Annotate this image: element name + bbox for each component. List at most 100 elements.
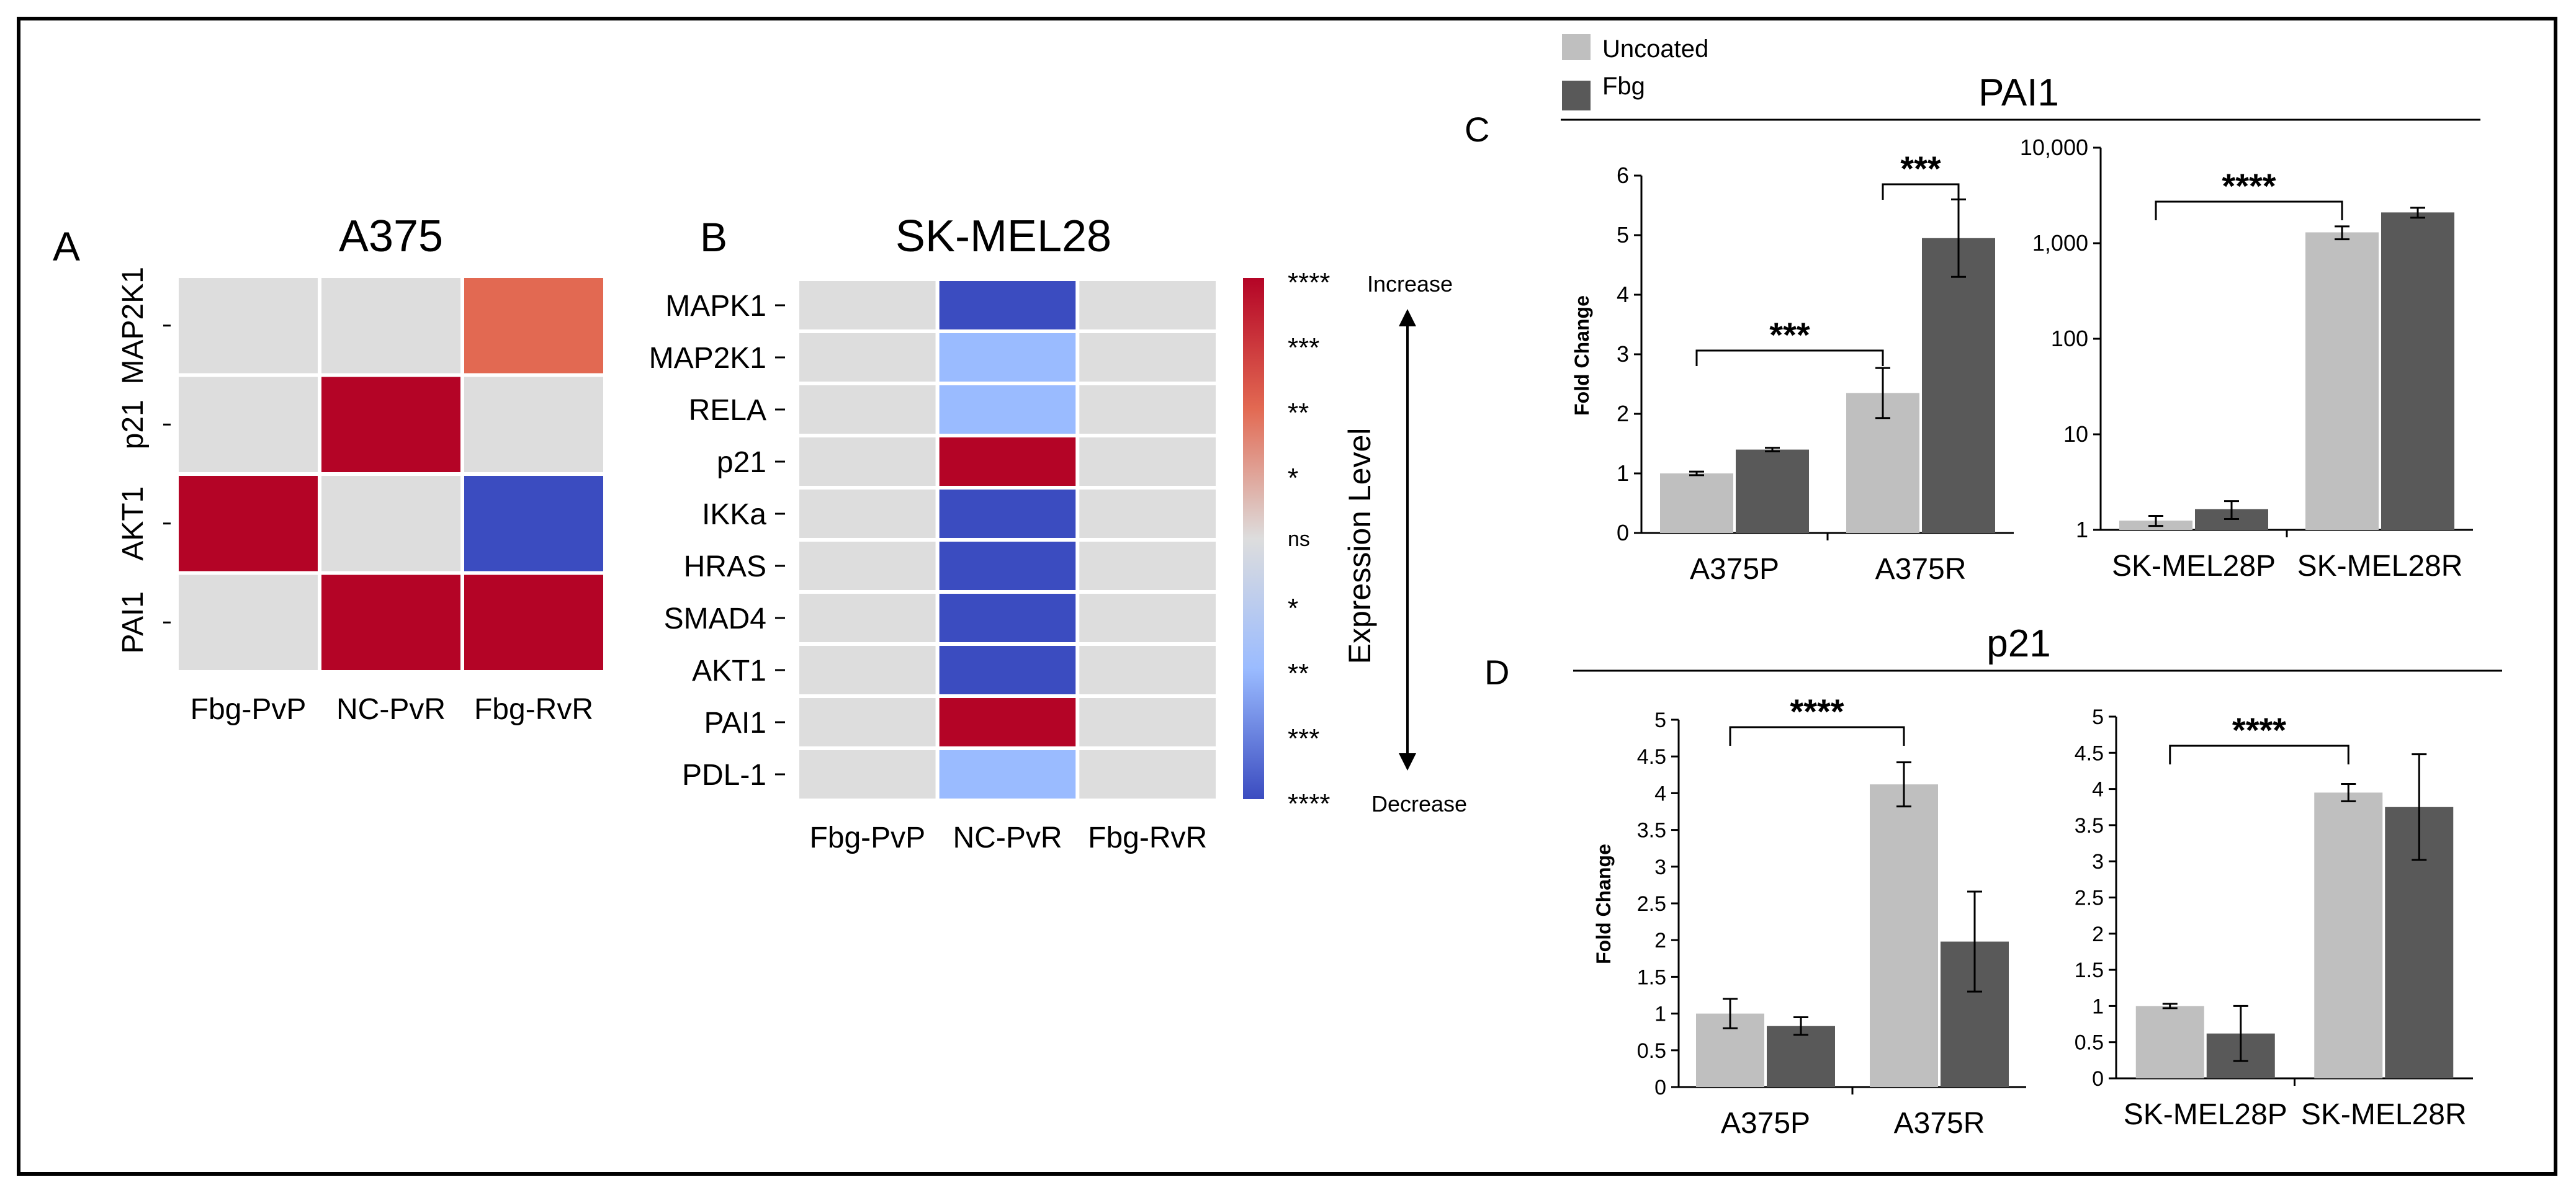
y-tick-label: 4 bbox=[1617, 282, 1629, 307]
colorbar-tick-label: *** bbox=[1288, 723, 1319, 754]
colorbar-bottom-label: Decrease bbox=[1371, 791, 1467, 817]
y-tick-label: 1 bbox=[2076, 517, 2088, 542]
panel-c-title: PAI1 bbox=[1978, 71, 2059, 114]
heatmap-cell bbox=[935, 590, 1080, 646]
row-label: IKKa bbox=[702, 498, 766, 531]
row-label: AKT1 bbox=[117, 486, 150, 561]
significance-label: **** bbox=[1790, 692, 1844, 731]
colorbar-arrow-down-icon bbox=[1399, 753, 1416, 771]
heatmap-cell bbox=[1075, 538, 1220, 594]
heatmap-cell bbox=[318, 571, 464, 674]
y-tick-label: 1 bbox=[1617, 460, 1629, 486]
heatmap-cell bbox=[935, 538, 1080, 594]
heatmap-cell bbox=[1075, 694, 1220, 750]
y-tick-label: 1.5 bbox=[1637, 965, 1666, 989]
heatmap-cell bbox=[1075, 329, 1220, 385]
panel-a-label: A bbox=[53, 223, 80, 269]
y-tick-label: 2 bbox=[2092, 923, 2104, 946]
y-tick-label: 4 bbox=[1654, 782, 1666, 805]
bar bbox=[1736, 449, 1809, 533]
y-tick-label: 100 bbox=[2051, 326, 2088, 351]
panel-b-title: SK-MEL28 bbox=[895, 212, 1111, 261]
y-tick-label: 4 bbox=[2092, 778, 2104, 802]
panel-d-label: D bbox=[1484, 653, 1509, 692]
y-tick-label: 10 bbox=[2063, 421, 2088, 447]
significance-bracket bbox=[1695, 349, 1884, 366]
heatmap-cell bbox=[796, 486, 940, 542]
heatmap-cell bbox=[1075, 434, 1220, 490]
y-tick-label: 1,000 bbox=[2032, 230, 2088, 256]
heatmap-cell bbox=[175, 472, 321, 575]
row-label: PDL-1 bbox=[682, 759, 766, 792]
category-label: A375R bbox=[1875, 553, 1967, 586]
colorbar-tick-label: **** bbox=[1288, 789, 1331, 819]
colorbar-axis-label: Expression Level bbox=[1342, 428, 1377, 665]
colorbar-tick-label: * bbox=[1288, 593, 1298, 624]
heatmap-cell bbox=[935, 382, 1080, 437]
colorbar-tick-label: * bbox=[1288, 463, 1298, 493]
bar bbox=[1767, 1026, 1835, 1087]
y-tick-label: 0 bbox=[1617, 520, 1629, 545]
heatmap-cell bbox=[935, 329, 1080, 385]
heatmap-cell bbox=[175, 571, 321, 674]
y-tick-label: 3.5 bbox=[1637, 819, 1666, 843]
heatmap-cell bbox=[796, 694, 940, 750]
colorbar-tick-label: **** bbox=[1288, 267, 1331, 298]
y-tick-label: 2 bbox=[1654, 929, 1666, 952]
significance-bracket bbox=[2169, 745, 2349, 764]
barchart-p21-a375: 0 0.5 1 1.5 2 2.5 3 3.5 4 4.5 5 A375P A375R **** bbox=[1637, 692, 2026, 1140]
colorbar bbox=[1243, 278, 1264, 799]
y-tick-label: 5 bbox=[2092, 705, 2104, 729]
y-tick-label: 1 bbox=[2092, 995, 2104, 1018]
heatmap-cell bbox=[796, 277, 940, 333]
bar bbox=[1660, 473, 1733, 533]
y-tick-label: 0.5 bbox=[1637, 1039, 1666, 1063]
bar bbox=[2135, 1006, 2204, 1078]
y-tick-label: 2.5 bbox=[2075, 887, 2104, 910]
heatmap-cell bbox=[796, 746, 940, 802]
heatmap-cell bbox=[935, 746, 1080, 802]
category-label: SK-MEL28P bbox=[2124, 1098, 2287, 1131]
significance-bracket bbox=[2155, 200, 2343, 220]
y-tick-label: 4.5 bbox=[1637, 745, 1666, 769]
category-label: A375P bbox=[1721, 1107, 1810, 1140]
y-tick-label: 2.5 bbox=[1637, 892, 1666, 916]
row-label: AKT1 bbox=[692, 655, 766, 687]
heatmap-cell bbox=[1075, 382, 1220, 437]
category-label: SK-MEL28R bbox=[2297, 550, 2463, 583]
y-tick-label: 6 bbox=[1617, 163, 1629, 188]
y-tick-label: 5 bbox=[1654, 709, 1666, 732]
colorbar-top-label: Increase bbox=[1367, 271, 1453, 297]
heatmap-a375: MAP2K1 p21 AKT1 PAI1 Fbg-PvP NC-PvR Fbg-RvR bbox=[117, 267, 607, 726]
heatmap-cell bbox=[175, 373, 321, 476]
heatmap-skmel28: MAPK1 MAP2K1 RELA p21 IKKa HRAS SMAD4 AKT1 PAI1 P… bbox=[649, 277, 1220, 854]
category-label: A375P bbox=[1690, 553, 1779, 586]
y-tick-label: 3 bbox=[1654, 856, 1666, 879]
bar bbox=[2314, 792, 2383, 1078]
heatmap-cell bbox=[460, 373, 607, 476]
column-label: NC-PvR bbox=[953, 821, 1062, 854]
bar bbox=[1870, 784, 1938, 1087]
bar bbox=[2305, 232, 2379, 530]
row-label: PAI1 bbox=[704, 707, 767, 740]
row-label: HRAS bbox=[684, 550, 766, 583]
heatmap-cell bbox=[796, 538, 940, 594]
heatmap-cell bbox=[318, 274, 464, 377]
panel-c-label: C bbox=[1465, 110, 1489, 149]
legend-uncoated-label: Uncoated bbox=[1602, 35, 1708, 63]
colorbar-tick-label: ** bbox=[1288, 658, 1309, 689]
y-tick-label: 5 bbox=[1617, 222, 1629, 248]
panel-c-ylabel: Fold Change bbox=[1571, 295, 1593, 416]
y-tick-label: 3.5 bbox=[2075, 814, 2104, 838]
heatmap-cell bbox=[1075, 486, 1220, 542]
colorbar-tick-label: ns bbox=[1288, 527, 1310, 551]
y-tick-label: 3 bbox=[1617, 341, 1629, 367]
panel-b-label: B bbox=[700, 214, 727, 260]
column-label: Fbg-RvR bbox=[1088, 821, 1207, 854]
significance-label: *** bbox=[1900, 149, 1941, 188]
heatmap-cell bbox=[935, 642, 1080, 698]
barchart-pai1-skmel28: 1 10 100 1,000 10,000 SK-MEL28P SK-MEL28R **** bbox=[2020, 135, 2473, 583]
column-label: NC-PvR bbox=[336, 693, 446, 726]
heatmap-cell bbox=[935, 434, 1080, 490]
colorbar-ticks: **********ns********** bbox=[1288, 267, 1331, 819]
